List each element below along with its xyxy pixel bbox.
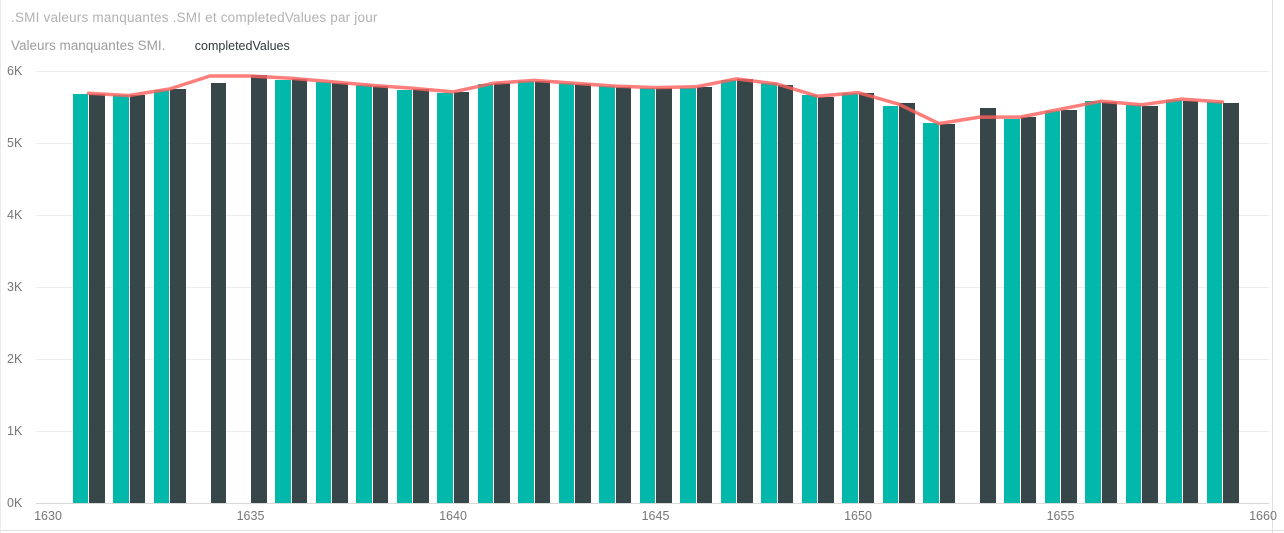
pane-border-bottom <box>1 530 1284 531</box>
bar-completed-values-1652[interactable] <box>939 123 955 503</box>
bar-completed-values-1651[interactable] <box>899 103 915 503</box>
bar-valeurs-manquantes-1648[interactable] <box>761 83 777 503</box>
legend-item-completed-values[interactable]: completedValues <box>194 39 290 53</box>
bar-valeurs-manquantes-1642[interactable] <box>518 81 534 503</box>
bar-completed-values-1658[interactable] <box>1182 100 1198 503</box>
y-tick-4K: 4K <box>7 208 23 222</box>
bar-completed-values-1649[interactable] <box>818 96 834 503</box>
bar-completed-values-1635[interactable] <box>251 75 267 503</box>
x-tick-1645: 1645 <box>641 509 670 523</box>
bar-completed-values-1653[interactable] <box>980 108 996 503</box>
bar-completed-values-1642[interactable] <box>534 81 550 503</box>
x-tick-1640: 1640 <box>439 509 467 523</box>
chart-title: .SMI valeurs manquantes .SMI et complete… <box>11 10 378 25</box>
legend-item-valeurs-manquantes[interactable]: Valeurs manquantes SMI. <box>11 38 166 53</box>
bar-valeurs-manquantes-1646[interactable] <box>680 87 696 503</box>
bar-completed-values-1637[interactable] <box>332 82 348 503</box>
y-tick-5K: 5K <box>7 136 23 150</box>
x-tick-1655: 1655 <box>1046 509 1075 523</box>
bar-completed-values-1647[interactable] <box>737 78 753 503</box>
bar-valeurs-manquantes-1639[interactable] <box>396 89 412 503</box>
pane-border-right <box>1272 0 1273 533</box>
bar-valeurs-manquantes-1649[interactable] <box>801 95 817 503</box>
x-tick-1650: 1650 <box>844 509 872 523</box>
bar-valeurs-manquantes-1645[interactable] <box>639 88 655 503</box>
bar-completed-values-1634[interactable] <box>210 82 226 503</box>
y-tick-2K: 2K <box>7 352 23 366</box>
bar-completed-values-1638[interactable] <box>372 86 388 503</box>
bar-completed-values-1645[interactable] <box>656 87 672 503</box>
bar-completed-values-1633[interactable] <box>170 89 186 503</box>
x-tick-1660: 1660 <box>1249 509 1277 523</box>
bar-completed-values-1639[interactable] <box>413 89 429 503</box>
bar-completed-values-1657[interactable] <box>1142 105 1158 503</box>
x-tick-1630: 1630 <box>34 509 62 523</box>
bar-completed-values-1644[interactable] <box>615 86 631 503</box>
bar-valeurs-manquantes-1640[interactable] <box>437 92 453 503</box>
bar-completed-values-1655[interactable] <box>1061 109 1077 503</box>
bar-valeurs-manquantes-1650[interactable] <box>842 93 858 503</box>
bar-valeurs-manquantes-1651[interactable] <box>882 105 898 503</box>
bar-valeurs-manquantes-1647[interactable] <box>720 79 736 503</box>
bar-valeurs-manquantes-1652[interactable] <box>923 122 939 503</box>
bar-valeurs-manquantes-1644[interactable] <box>599 86 615 503</box>
bar-completed-values-1643[interactable] <box>575 83 591 503</box>
bar-completed-values-1648[interactable] <box>777 84 793 503</box>
gridline-0K <box>36 503 1269 504</box>
bar-completed-values-1656[interactable] <box>1101 101 1117 503</box>
bar-valeurs-manquantes-1656[interactable] <box>1085 101 1101 503</box>
bar-valeurs-manquantes-1659[interactable] <box>1206 101 1222 503</box>
bar-valeurs-manquantes-1657[interactable] <box>1125 104 1141 503</box>
bar-completed-values-1641[interactable] <box>494 83 510 503</box>
bar-valeurs-manquantes-1631[interactable] <box>72 94 88 503</box>
bar-completed-values-1631[interactable] <box>89 94 105 503</box>
bar-completed-values-1632[interactable] <box>129 95 145 503</box>
bar-valeurs-manquantes-1633[interactable] <box>153 89 169 503</box>
bar-valeurs-manquantes-1637[interactable] <box>315 81 331 503</box>
bar-valeurs-manquantes-1632[interactable] <box>113 95 129 503</box>
bar-completed-values-1640[interactable] <box>453 91 469 503</box>
y-tick-6K: 6K <box>7 64 23 78</box>
bar-valeurs-manquantes-1658[interactable] <box>1166 99 1182 503</box>
y-tick-1K: 1K <box>7 424 23 438</box>
bar-valeurs-manquantes-1654[interactable] <box>1004 118 1020 503</box>
y-tick-0K: 0K <box>7 496 23 510</box>
y-tick-3K: 3K <box>7 280 23 294</box>
bar-valeurs-manquantes-1643[interactable] <box>558 83 574 503</box>
bar-valeurs-manquantes-1641[interactable] <box>477 83 493 503</box>
bar-valeurs-manquantes-1655[interactable] <box>1044 110 1060 503</box>
bar-completed-values-1650[interactable] <box>858 92 874 503</box>
bar-completed-values-1646[interactable] <box>696 86 712 503</box>
bar-completed-values-1636[interactable] <box>291 78 307 503</box>
bar-completed-values-1654[interactable] <box>1020 117 1036 503</box>
bar-valeurs-manquantes-1638[interactable] <box>356 85 372 503</box>
bar-valeurs-manquantes-1636[interactable] <box>275 79 291 503</box>
legend: Valeurs manquantes SMI. completedValues <box>11 38 290 56</box>
bar-completed-values-1659[interactable] <box>1223 102 1239 503</box>
gridline-6K <box>36 71 1269 72</box>
x-tick-1635: 1635 <box>236 509 265 523</box>
